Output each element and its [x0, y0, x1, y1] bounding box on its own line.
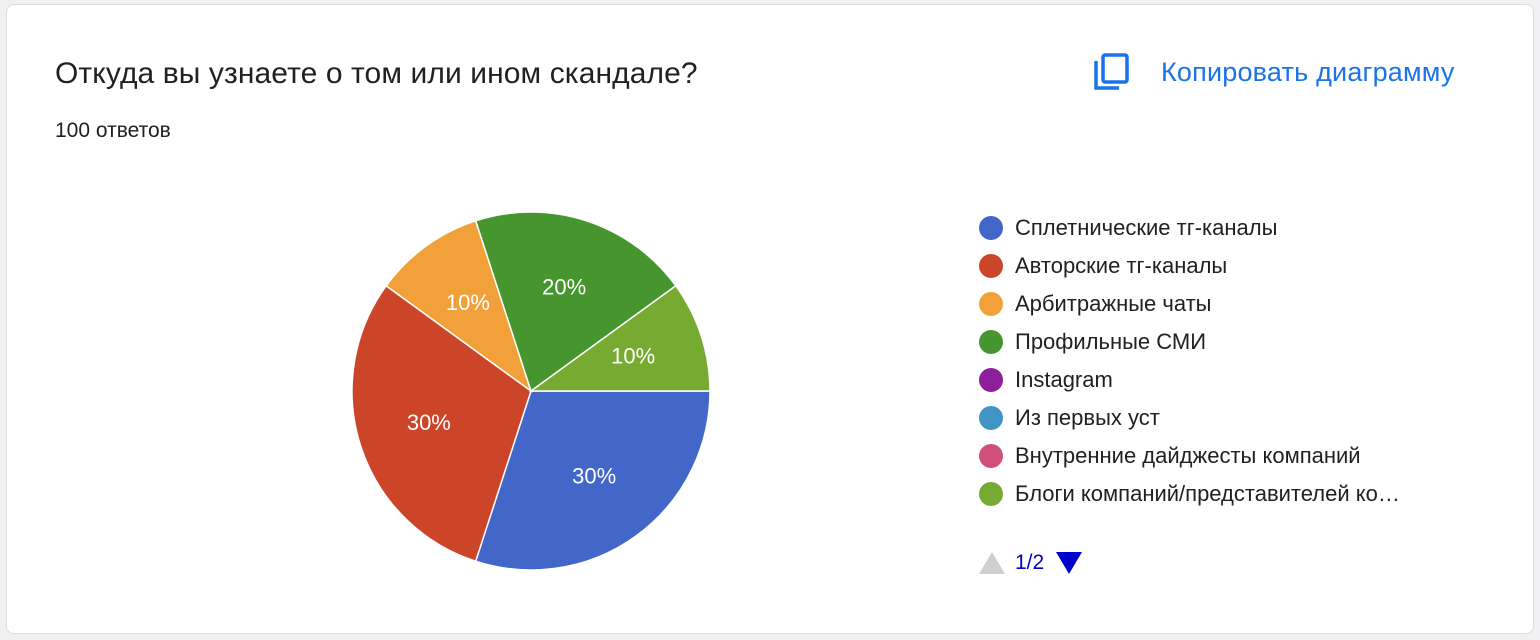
pie-slice[interactable]	[385, 219, 533, 393]
legend-item[interactable]: Из первых уст	[979, 399, 1400, 437]
legend-label: Блоги компаний/представителей ко…	[1015, 481, 1400, 506]
pie-slice[interactable]	[474, 211, 677, 393]
legend-item[interactable]: Instagram	[979, 361, 1400, 399]
legend-swatch	[979, 292, 1003, 316]
slice-label: 20%	[542, 275, 586, 300]
chart-card: Откуда вы узнаете о том или ином скандал…	[6, 4, 1534, 634]
pie-slice[interactable]	[351, 284, 532, 563]
legend-label: Профильные СМИ	[1015, 329, 1207, 354]
legend: Сплетнические тг-каналы Авторские тг-кана…	[979, 209, 1400, 513]
legend-label: Арбитражные чаты	[1015, 291, 1212, 316]
legend-label: Из первых уст	[1015, 405, 1160, 430]
legend-swatch	[979, 330, 1003, 354]
slice-label: 10%	[611, 344, 655, 369]
legend-label: Авторские тг-каналы	[1015, 253, 1228, 278]
legend-item[interactable]: Блоги компаний/представителей ко…	[979, 475, 1400, 513]
legend-item[interactable]: Арбитражные чаты	[979, 285, 1400, 323]
pie-chart: 30% 30% 10% 20% 10%	[351, 211, 711, 571]
legend-item[interactable]: Авторские тг-каналы	[979, 247, 1400, 285]
legend-label: Сплетнические тг-каналы	[1015, 215, 1278, 240]
legend-swatch	[979, 368, 1003, 392]
page-indicator: 1/2	[1015, 551, 1045, 574]
copy-chart-label: Копировать диаграмму	[1161, 56, 1455, 87]
pie-slice[interactable]	[528, 284, 711, 392]
legend-swatch	[979, 406, 1003, 430]
page-up-icon	[979, 552, 1005, 574]
legend-item[interactable]: Внутренние дайджесты компаний	[979, 437, 1400, 475]
slice-label: 10%	[446, 290, 490, 315]
legend-swatch	[979, 482, 1003, 506]
legend-pager: 1/2	[979, 545, 1083, 581]
copy-icon	[1093, 53, 1131, 91]
slice-label: 30%	[572, 464, 616, 489]
legend-label: Instagram	[1015, 367, 1113, 392]
legend-label: Внутренние дайджесты компаний	[1015, 443, 1361, 468]
slice-label: 30%	[407, 410, 451, 435]
page-down-icon[interactable]	[1056, 552, 1083, 574]
legend-item[interactable]: Профильные СМИ	[979, 323, 1400, 361]
legend-swatch	[979, 444, 1003, 468]
legend-swatch	[979, 254, 1003, 278]
question-title: Откуда вы узнаете о том или ином скандал…	[55, 57, 698, 90]
copy-chart-button[interactable]: Копировать диаграмму	[1093, 45, 1455, 99]
pie-slice[interactable]	[474, 390, 711, 571]
legend-swatch	[979, 216, 1003, 240]
response-count: 100 ответов	[55, 119, 171, 142]
legend-item[interactable]: Сплетнические тг-каналы	[979, 209, 1400, 247]
